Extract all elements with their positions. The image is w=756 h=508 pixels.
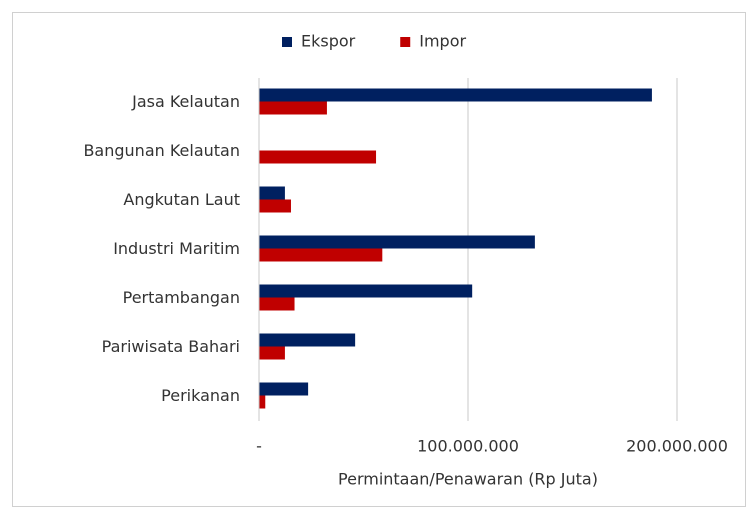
legend-label: Impor bbox=[419, 32, 466, 51]
bar bbox=[259, 88, 652, 102]
legend-swatch bbox=[282, 37, 292, 47]
legend-label: Ekspor bbox=[301, 32, 356, 51]
bar bbox=[259, 150, 377, 164]
bar bbox=[259, 333, 356, 347]
legend-swatch bbox=[400, 37, 411, 47]
bar bbox=[259, 186, 285, 200]
bar bbox=[259, 199, 291, 213]
bar bbox=[259, 297, 295, 311]
y-tick-label: Pariwisata Bahari bbox=[102, 337, 240, 356]
y-tick-label: Angkutan Laut bbox=[123, 190, 240, 209]
y-tick-label: Perikanan bbox=[161, 386, 240, 405]
x-tick-label: - bbox=[256, 437, 262, 456]
bar bbox=[259, 346, 285, 360]
y-tick-label: Industri Maritim bbox=[113, 239, 240, 258]
y-tick-label: Bangunan Kelautan bbox=[83, 141, 240, 160]
x-tick-label: 200.000.000 bbox=[626, 437, 728, 456]
bar bbox=[259, 248, 383, 262]
bar bbox=[259, 235, 535, 249]
x-tick-label: 100.000.000 bbox=[417, 437, 519, 456]
bar bbox=[259, 395, 266, 409]
x-axis-label: Permintaan/Penawaran (Rp Juta) bbox=[338, 470, 598, 489]
y-tick-label: Jasa Kelautan bbox=[131, 92, 240, 111]
y-tick-label: Pertambangan bbox=[123, 288, 240, 307]
bar bbox=[259, 382, 309, 396]
bar bbox=[259, 284, 473, 298]
bar bbox=[259, 101, 327, 115]
